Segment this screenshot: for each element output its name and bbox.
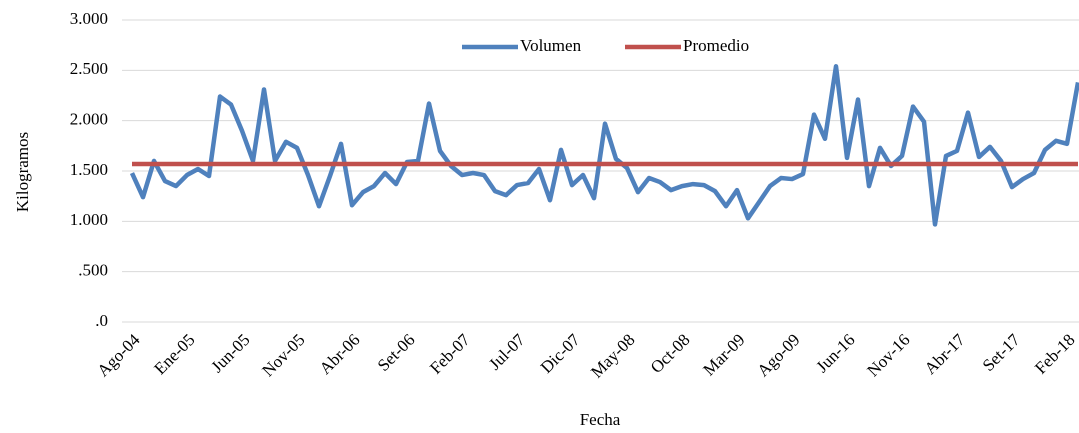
y-tick-label: 2.500 xyxy=(70,59,108,78)
x-tick-label: Abr-06 xyxy=(316,330,364,378)
x-tick-label: Set-17 xyxy=(979,330,1024,375)
x-tick-label: Feb-18 xyxy=(1031,330,1078,377)
x-tick-label: Ago-09 xyxy=(753,330,803,380)
x-tick-label: May-08 xyxy=(587,330,638,381)
legend-label: Promedio xyxy=(683,36,749,55)
y-axis-title: Kilogramos xyxy=(13,132,32,212)
x-tick-label: Feb-07 xyxy=(426,330,474,378)
x-tick-label: Jun-05 xyxy=(207,330,253,376)
x-tick-label: Ago-04 xyxy=(93,330,144,381)
x-tick-label: Oct-08 xyxy=(647,330,694,377)
x-tick-label: Nov-16 xyxy=(863,330,913,380)
y-tick-label: 1.500 xyxy=(70,160,108,179)
y-tick-label: 1.000 xyxy=(70,210,108,229)
y-tick-label: .500 xyxy=(78,261,108,280)
legend-label: Volumen xyxy=(520,36,582,55)
x-tick-label: Set-06 xyxy=(374,330,419,375)
y-tick-label: 2.000 xyxy=(70,110,108,129)
x-tick-label: Abr-17 xyxy=(921,330,969,378)
x-tick-label: Jun-16 xyxy=(812,330,858,376)
x-tick-label: Dic-07 xyxy=(537,330,584,377)
x-tick-label: Mar-09 xyxy=(699,330,748,379)
x-tick-label: Jul-07 xyxy=(485,330,529,374)
x-tick-label: Nov-05 xyxy=(258,330,308,380)
y-tick-label: .0 xyxy=(95,311,108,330)
x-axis-title: Fecha xyxy=(580,410,621,429)
y-tick-label: 3.000 xyxy=(70,9,108,28)
x-tick-label: Ene-05 xyxy=(150,330,198,378)
line-series xyxy=(129,64,1079,227)
